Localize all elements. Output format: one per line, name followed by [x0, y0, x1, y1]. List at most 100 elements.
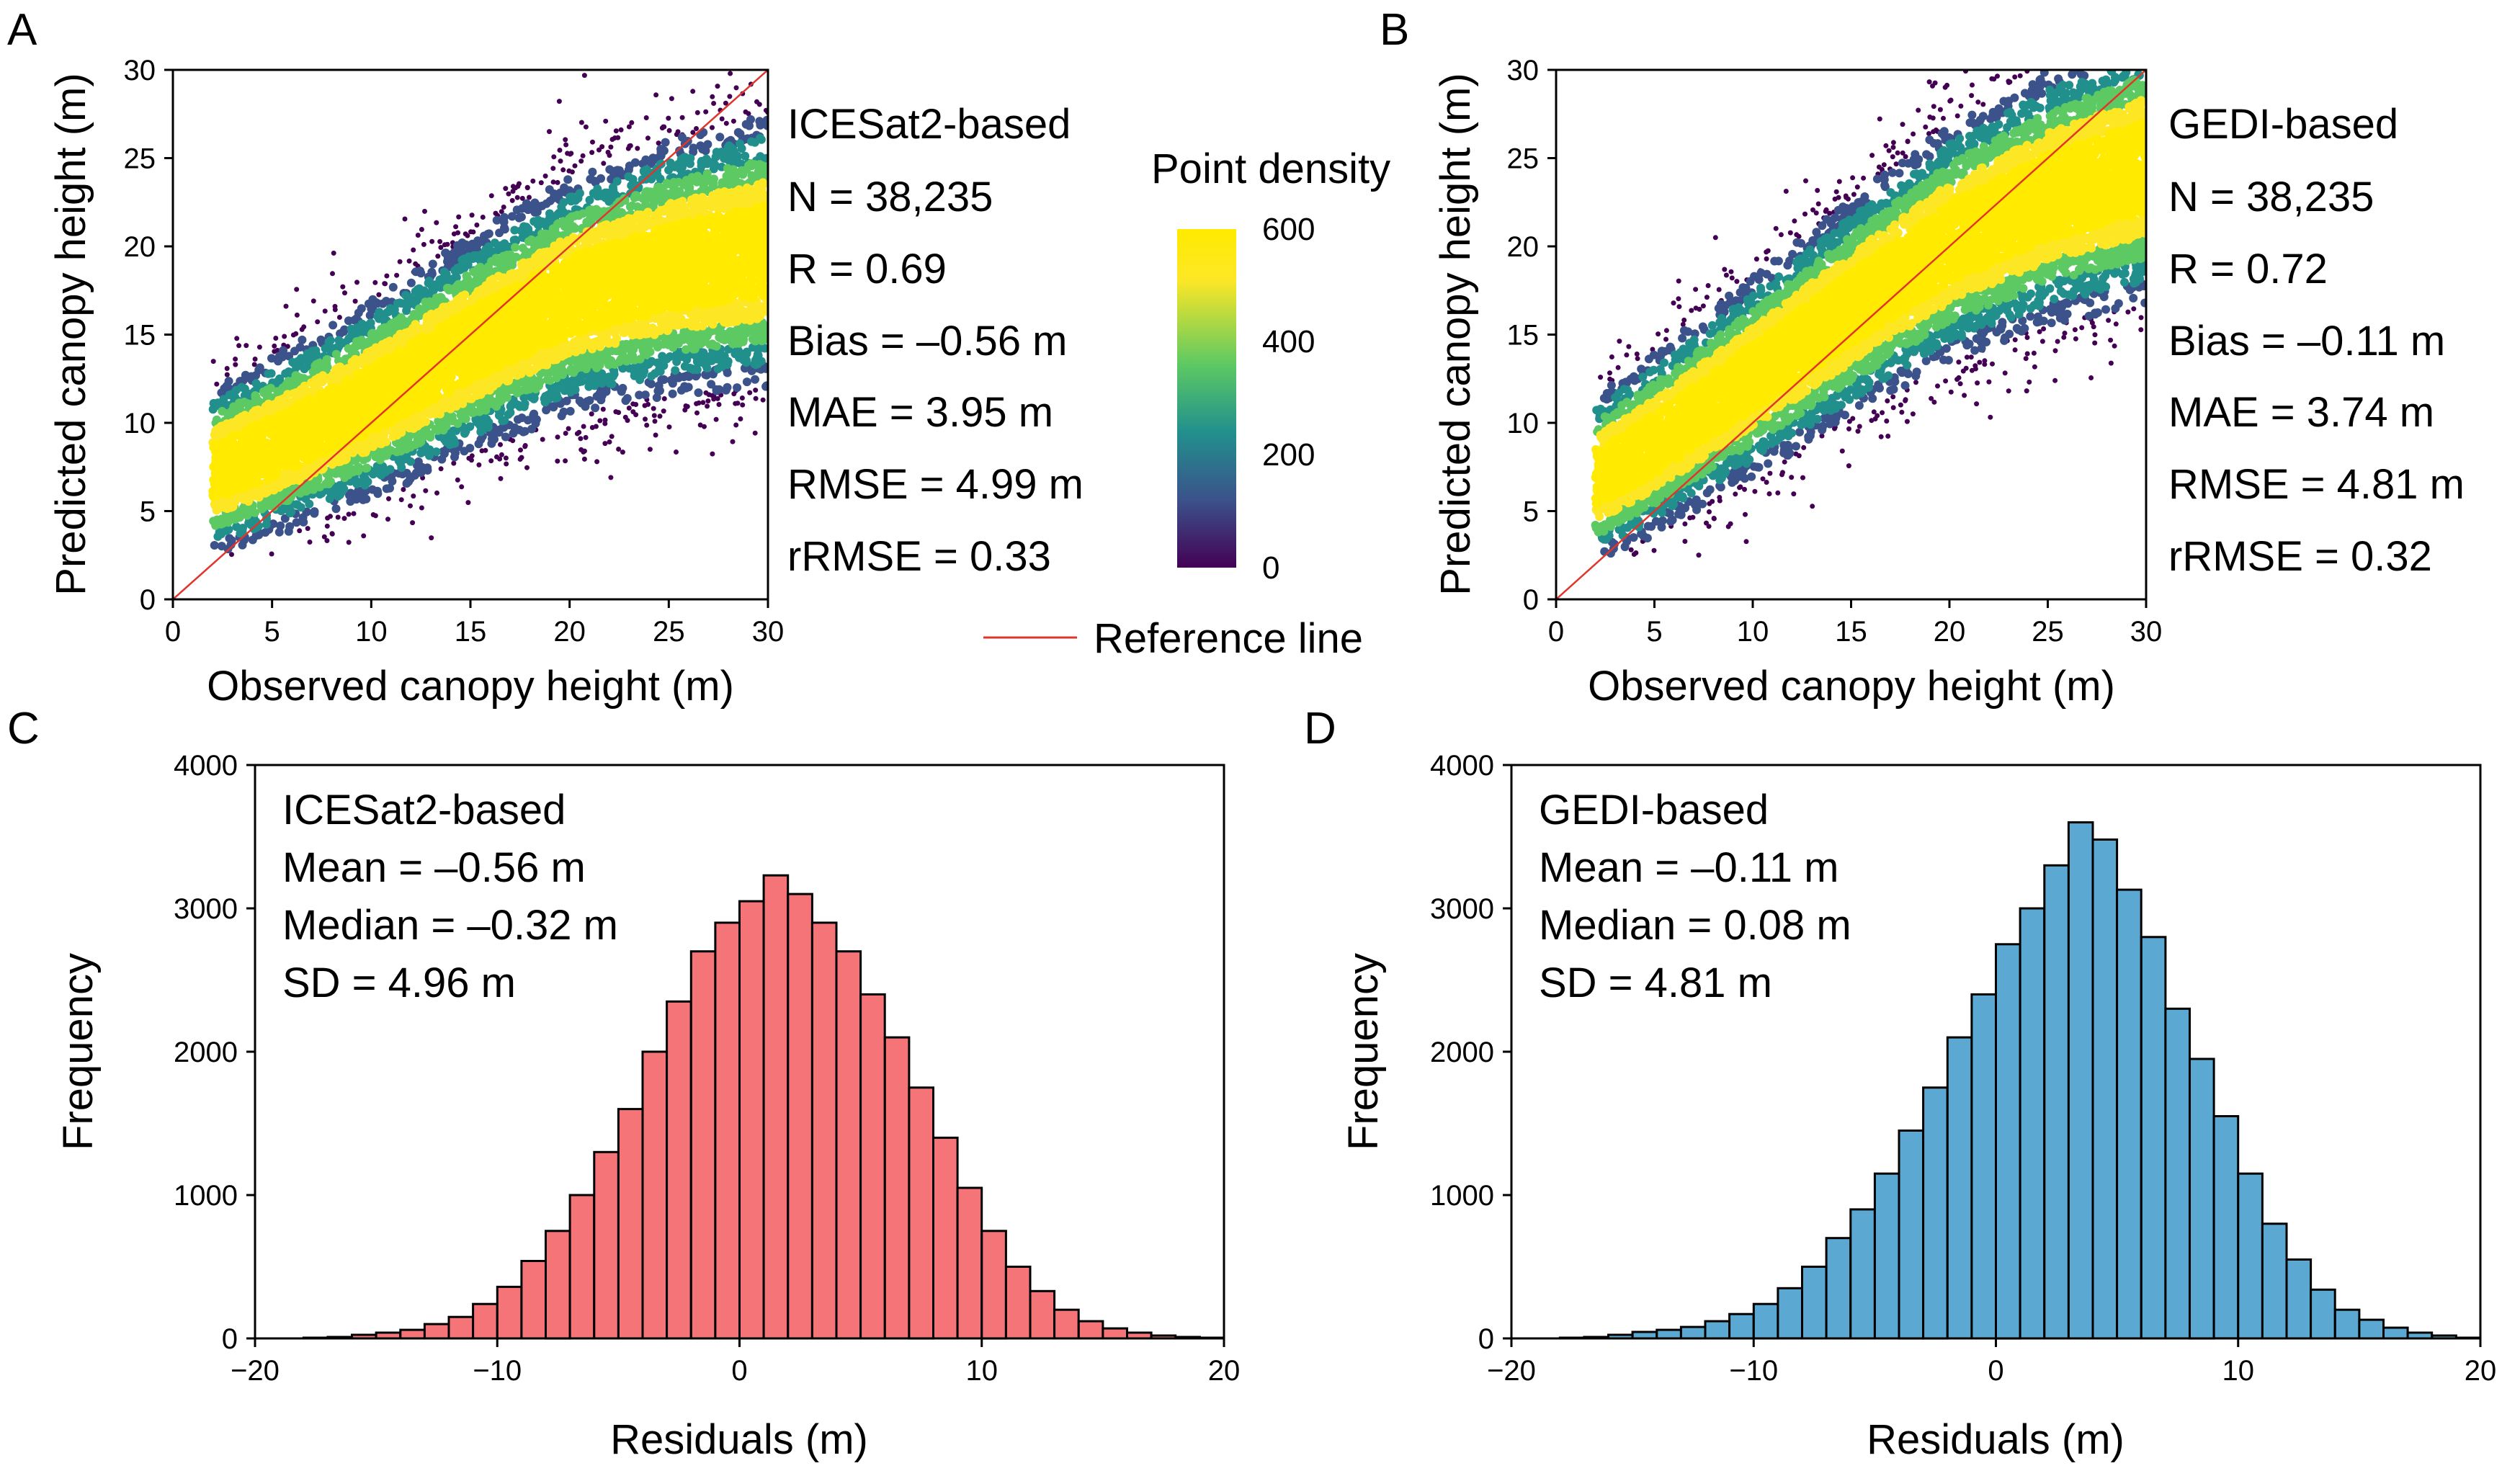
panel-a-density-point [465, 233, 470, 238]
panel-a-density-point [618, 383, 627, 393]
panel-a-density-point [236, 343, 242, 349]
panel-a-density-point [622, 394, 632, 403]
panel-a-density-point [210, 359, 216, 364]
panel-a-density-point [737, 144, 746, 153]
panel-a-density-point [668, 389, 677, 398]
panel-a-density-point [690, 89, 696, 94]
panel-a-density-point [480, 215, 486, 220]
panel-a-density-point [581, 456, 587, 462]
panel-a-density-point [733, 422, 739, 428]
panel-a-density-point [290, 346, 299, 356]
panel-a-density-point [752, 430, 758, 436]
panel-a-density-point [499, 452, 504, 457]
panel-a-density-point [444, 241, 450, 247]
panel-a-density-point [643, 115, 649, 120]
panel-a-density-point [384, 273, 390, 279]
panel-a-density-point [730, 439, 736, 444]
panel-a-density-point [506, 408, 515, 417]
panel-a-density-point [214, 381, 220, 387]
panel-a-density-point [530, 409, 539, 419]
panel-a-density-point [559, 407, 568, 416]
panel-a-density-point [401, 487, 406, 492]
panel-a-density-point [542, 173, 548, 179]
panel-a-density-point [713, 416, 719, 422]
panel-a-density-point [657, 375, 666, 385]
panel-a-density-point [234, 336, 240, 341]
panel-a-density-point [474, 222, 480, 228]
panel-a-density-point [683, 403, 689, 408]
panel-a-density-point [410, 520, 416, 526]
panel-a-density-point [340, 284, 346, 290]
panel-a-density-point [626, 124, 632, 130]
panel-a-density-point [557, 148, 563, 153]
panel-a-density-point [711, 101, 717, 106]
panel-a-density-point [583, 124, 589, 130]
panel-a-density-point [354, 279, 359, 285]
panel-a-density-point [674, 449, 679, 455]
panel-a-density-point [599, 144, 605, 150]
panel-a-density-point [563, 137, 568, 143]
panel-a-density-point [233, 357, 238, 362]
panel-a-density-point [499, 209, 504, 215]
panel-a-density-point [351, 511, 357, 516]
panel-a-density-point [208, 405, 218, 414]
panel-a-density-point [745, 121, 754, 130]
panel-a-density-point [657, 413, 663, 419]
panel-a-density-point [622, 414, 628, 420]
panel-a-density-point [293, 331, 299, 336]
panel-a-density-point [484, 229, 493, 238]
panel-a-density-point [585, 395, 594, 405]
panel-a-density-point [735, 401, 741, 406]
panel-a-density-point [625, 146, 631, 151]
panel-a-density-point [609, 434, 615, 439]
panel-a-density-point [566, 406, 575, 416]
panel-a-density-point [656, 140, 661, 146]
panel-a-density-point [335, 514, 341, 520]
panel-a-density-point [322, 308, 328, 314]
panel-a-density-point [538, 180, 544, 186]
panel-a-density-point [590, 139, 595, 145]
panel-a-density-point [329, 531, 335, 537]
panel-a-density-point [229, 552, 234, 558]
panel-a-density-point [608, 475, 614, 480]
panel-a-density-point [540, 437, 545, 442]
panel-a-density-point [574, 211, 584, 220]
panel-a-density-point [451, 460, 457, 466]
panel-a-density-point [661, 138, 670, 147]
panel-a-density-point [581, 73, 587, 79]
panel-a-density-point [532, 207, 542, 217]
panel-a-density-point [524, 465, 530, 470]
panel-a-density-point [503, 186, 509, 192]
panel-a-density-point [597, 385, 606, 395]
panel-a-density-point [530, 178, 536, 184]
panel-a-density-point [465, 500, 471, 506]
panel-a-density-point [285, 522, 295, 531]
panel-a-density-point [274, 388, 283, 397]
panel-a-density-point [600, 406, 606, 412]
panel-a-density-point [408, 503, 413, 509]
panel-a-density-point [555, 458, 560, 464]
panel-a-density-point [761, 153, 768, 163]
panel-a-density-point [272, 343, 277, 349]
panel-a-density-point [232, 522, 241, 532]
panel-a-density-point [522, 443, 528, 448]
panel-a-density-point [402, 306, 411, 316]
panel-a-density-point [331, 250, 336, 256]
panel-a-density-point [647, 159, 656, 169]
panel-a-density-point [738, 416, 743, 421]
panel-a-density-point [762, 381, 768, 390]
panel-a-density-point [563, 458, 568, 464]
panel-a-density-point [315, 319, 321, 325]
panel-a-density-point [383, 281, 388, 287]
panel-a-density-point [285, 485, 295, 494]
panel-a-density-point [581, 424, 586, 429]
panel-a-density-point [274, 527, 284, 537]
panel-letter-a: A [7, 5, 37, 55]
panel-a-density-point [709, 164, 718, 174]
panel-a-density-point [661, 396, 667, 401]
panel-a-density-point [419, 505, 424, 511]
panel-a-density-point [361, 533, 367, 539]
panel-a-density-point [449, 426, 458, 435]
panel-a-density-point [569, 169, 575, 175]
